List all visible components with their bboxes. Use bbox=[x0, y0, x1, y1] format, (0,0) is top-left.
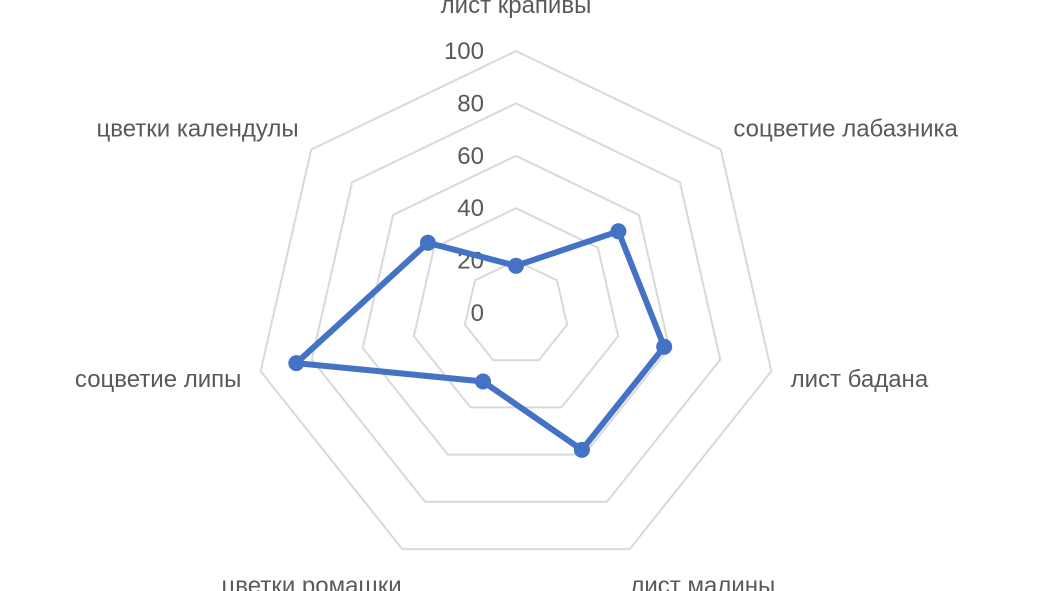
category-label: лист бадана bbox=[791, 366, 929, 393]
grid-ring bbox=[463, 259, 569, 362]
data-point bbox=[288, 355, 305, 372]
data-point bbox=[419, 234, 436, 251]
data-point bbox=[610, 223, 627, 240]
grid-layer bbox=[259, 49, 773, 551]
axis-tick-label: 0 bbox=[471, 300, 484, 327]
category-label: цветки календулы bbox=[97, 115, 299, 142]
data-point bbox=[475, 373, 491, 390]
series-layer bbox=[288, 223, 673, 458]
data-point bbox=[656, 338, 673, 355]
axis-tick-label: 80 bbox=[457, 90, 484, 117]
data-point bbox=[573, 441, 590, 458]
grid-ring bbox=[310, 102, 722, 503]
axis-tick-label: 60 bbox=[457, 143, 484, 170]
axis-tick-label: 40 bbox=[457, 195, 484, 222]
category-label-layer: лист крапивы соцветие лабазника лист бадан… bbox=[75, 0, 959, 591]
data-point bbox=[508, 257, 524, 274]
category-label: соцветие лабазника bbox=[733, 115, 958, 142]
category-label: соцветие липы bbox=[75, 366, 241, 393]
axis-tick-label: 100 bbox=[444, 38, 484, 65]
series-line bbox=[293, 228, 668, 453]
category-label: лист малины bbox=[630, 573, 775, 591]
grid-ring bbox=[259, 49, 773, 551]
category-label: цветки ромашки bbox=[222, 573, 402, 591]
category-label: лист крапивы bbox=[441, 0, 592, 19]
grid-ring bbox=[361, 154, 671, 456]
